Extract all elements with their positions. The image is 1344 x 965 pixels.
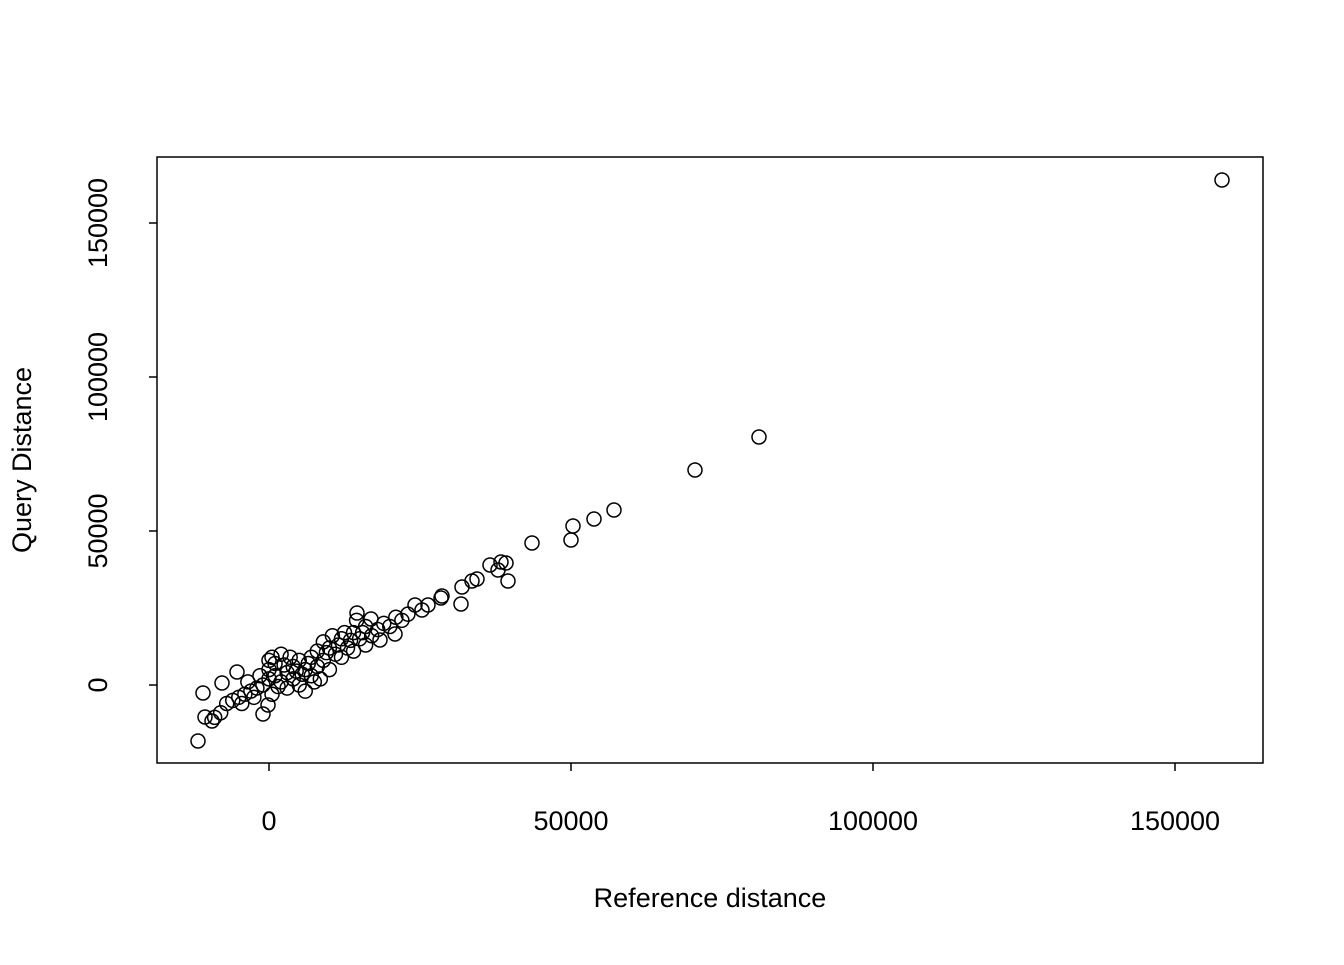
point	[255, 677, 271, 693]
x-tick-label: 50000	[533, 806, 608, 836]
point	[606, 502, 622, 518]
point	[234, 695, 250, 712]
point	[214, 675, 230, 691]
point	[490, 562, 506, 578]
point	[336, 624, 353, 641]
point	[565, 518, 581, 534]
point	[493, 554, 509, 570]
point	[420, 597, 436, 613]
point	[285, 658, 301, 675]
point	[324, 627, 341, 644]
point	[414, 602, 430, 618]
point	[342, 632, 359, 649]
point	[321, 661, 338, 678]
point	[687, 462, 703, 478]
point	[563, 532, 579, 548]
point	[400, 606, 416, 622]
point	[372, 632, 388, 648]
point	[309, 658, 326, 675]
point	[267, 668, 283, 684]
point	[190, 733, 206, 749]
point	[500, 573, 516, 589]
y-tick-label: 0	[83, 677, 113, 692]
point	[354, 624, 371, 641]
point	[285, 671, 301, 687]
point	[240, 674, 256, 690]
point	[312, 671, 329, 687]
point	[252, 668, 268, 684]
point	[524, 535, 540, 551]
point	[195, 685, 211, 701]
point	[279, 664, 295, 681]
x-tick-label: 150000	[1130, 806, 1220, 836]
x-tick-label: 0	[261, 806, 276, 836]
point	[464, 573, 480, 589]
point	[276, 657, 292, 673]
point	[345, 624, 362, 641]
point	[318, 644, 335, 661]
point	[1214, 172, 1230, 188]
point	[297, 683, 313, 699]
point	[229, 664, 245, 680]
point	[246, 689, 262, 706]
point	[264, 686, 280, 702]
point	[273, 646, 289, 662]
y-tick-label: 150000	[83, 178, 113, 268]
plot-frame	[156, 156, 1264, 764]
point	[260, 697, 276, 713]
point	[394, 612, 410, 629]
point	[349, 605, 365, 621]
point	[282, 649, 298, 666]
x-tick-label: 100000	[828, 806, 918, 836]
point	[270, 678, 286, 695]
y-tick-label: 100000	[83, 332, 113, 422]
point	[453, 596, 469, 612]
point	[751, 429, 767, 445]
point	[363, 627, 380, 644]
y-axis-label: Query Distance	[7, 367, 37, 553]
x-axis-label: Reference distance	[594, 883, 827, 913]
point	[454, 579, 470, 595]
y-tick-label: 50000	[83, 493, 113, 568]
point	[482, 557, 498, 573]
point	[321, 640, 338, 656]
point	[434, 588, 450, 604]
point	[345, 643, 362, 659]
point	[255, 706, 271, 722]
point	[348, 612, 365, 629]
point	[204, 713, 220, 729]
point	[300, 655, 317, 672]
point	[586, 511, 602, 527]
point	[369, 621, 386, 638]
